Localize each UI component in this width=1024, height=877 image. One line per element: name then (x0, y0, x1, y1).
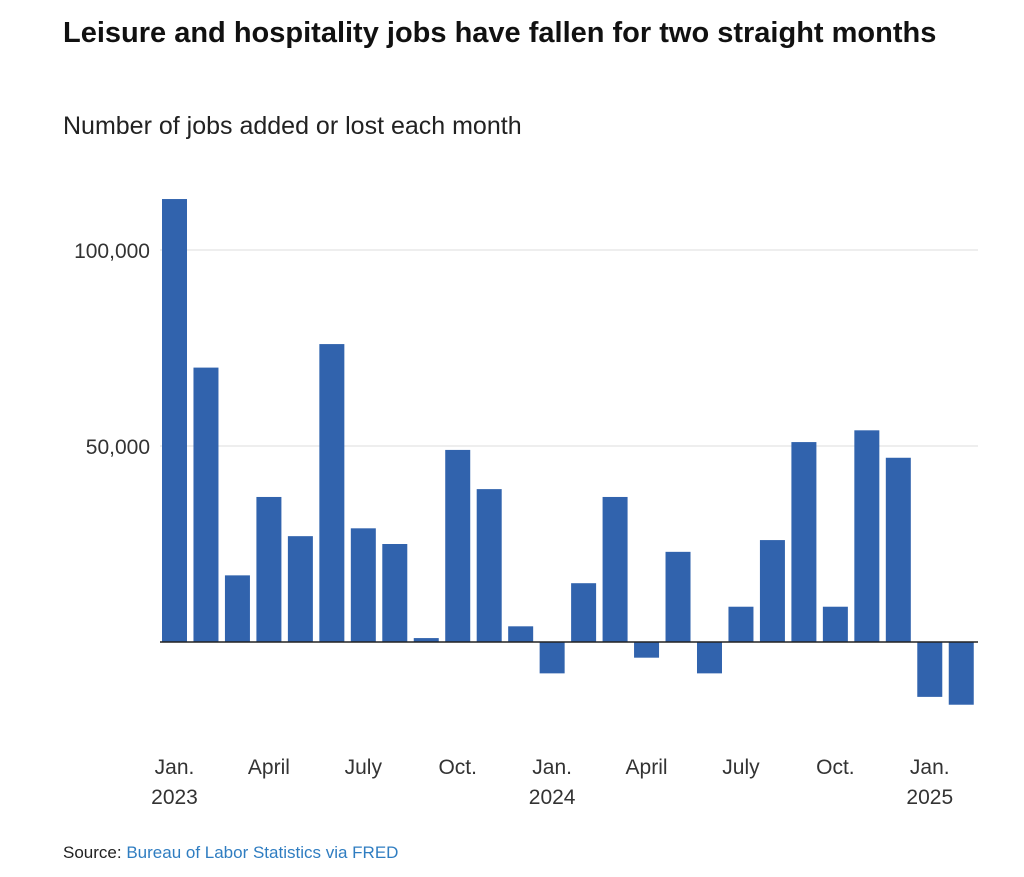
bar (319, 344, 345, 642)
bar (665, 551, 691, 642)
source-note: Source: Bureau of Labor Statistics via F… (63, 843, 398, 863)
chart-title: Leisure and hospitality jobs have fallen… (63, 17, 937, 49)
bar (728, 606, 754, 642)
bar (696, 642, 722, 674)
x-tick-label: April (248, 756, 290, 779)
y-tick-label: 50,000 (86, 436, 150, 459)
bar (162, 199, 187, 642)
bar (602, 496, 628, 642)
gridlines (160, 249, 978, 447)
bar (854, 430, 880, 642)
chart-subtitle: Number of jobs added or lost each month (63, 112, 522, 140)
y-tick-label: 100,000 (74, 240, 150, 263)
bar (413, 638, 439, 642)
x-tick-labels: Jan. 2023 April July Oct. Jan. 2024 April July Oc… (151, 756, 953, 809)
bar (476, 489, 502, 642)
x-tick-year-label: 2023 (151, 786, 198, 809)
bar (224, 575, 250, 642)
bar (256, 496, 282, 642)
bar (885, 457, 911, 642)
x-tick-label: April (626, 756, 668, 779)
x-tick-label: Oct. (438, 756, 477, 779)
y-tick-labels: 50,000 100,000 (74, 240, 150, 459)
x-tick-label: Jan. (155, 756, 195, 779)
bar (382, 544, 408, 642)
bar-chart: 50,000 100,000 Jan. 2023 April July Oct. Jan. 2… (74, 199, 978, 809)
bar (508, 626, 534, 642)
x-tick-year-label: 2024 (529, 786, 576, 809)
x-tick-label: Oct. (816, 756, 855, 779)
bar (917, 642, 943, 697)
bar (287, 536, 313, 642)
bar (822, 606, 848, 642)
bars (162, 199, 974, 705)
x-tick-label: July (345, 756, 383, 779)
x-tick-label: July (722, 756, 760, 779)
bar (948, 642, 974, 705)
bar (350, 528, 376, 642)
bar (445, 449, 471, 642)
bar (571, 583, 597, 642)
source-link[interactable]: Bureau of Labor Statistics via FRED (126, 843, 399, 862)
bar (634, 642, 660, 658)
bar (791, 442, 817, 642)
source-label: Source: (63, 843, 122, 862)
x-tick-label: Jan. (910, 756, 950, 779)
bar (759, 540, 785, 642)
x-tick-year-label: 2025 (906, 786, 953, 809)
bar (539, 642, 565, 674)
x-tick-label: Jan. (532, 756, 572, 779)
bar (193, 367, 219, 642)
